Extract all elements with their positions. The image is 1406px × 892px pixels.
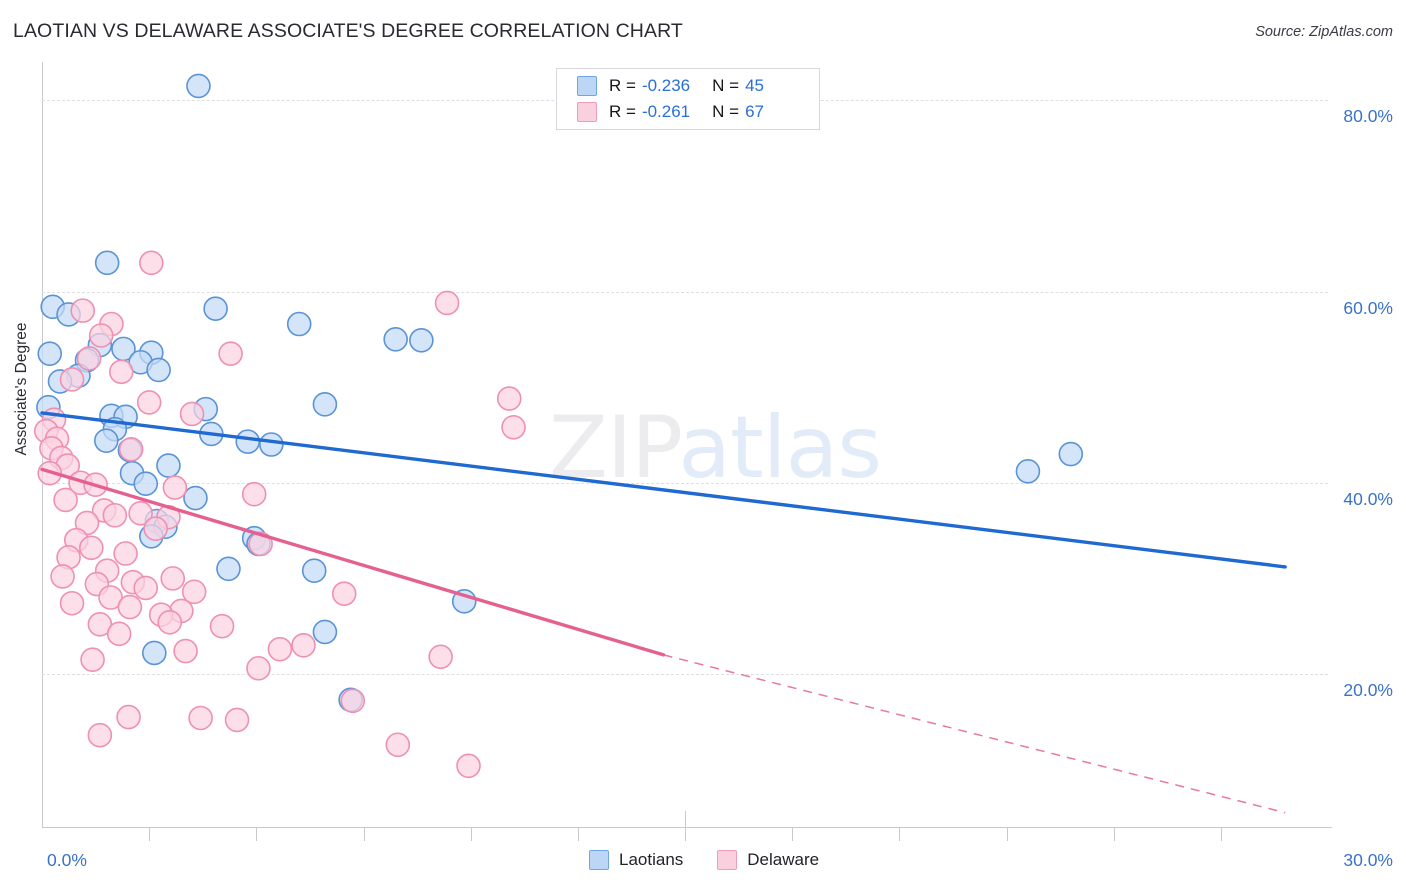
correlation-stats-box: R = -0.236 N = 45 R = -0.261 N = 67 (556, 68, 820, 130)
legend-swatch-delaware-icon (717, 850, 738, 870)
stats-r-value-delaware: -0.261 (641, 102, 691, 121)
stats-n-value-delaware: 67 (745, 102, 764, 121)
x-axis-tick-10 (1113, 827, 1115, 841)
legend-label-laotians: Laotians (619, 850, 684, 869)
x-axis-tick-8 (899, 827, 901, 841)
x-axis-tick-11 (1220, 827, 1222, 841)
stats-n-key-delaware: N = (712, 102, 740, 121)
stats-r-key-laotians: R = (609, 76, 636, 95)
legend-label-delaware: Delaware (747, 850, 820, 869)
gridline-20 (42, 674, 1328, 675)
x-axis-tick-1 (149, 827, 151, 841)
legend-item-laotians[interactable]: Laotians (589, 850, 683, 870)
stats-n-key-laotians: N = (712, 76, 740, 95)
legend-swatch-laotians-icon (589, 850, 609, 870)
x-axis-min-label: 0.0% (47, 850, 87, 870)
stats-r-value-laotians: -0.236 (641, 76, 691, 95)
x-axis-max-label: 30.0% (1343, 850, 1393, 870)
y-axis-tick-20: 20.0% (1343, 680, 1393, 700)
swatch-laotians-icon (577, 76, 597, 96)
stats-r-key-delaware: R = (609, 102, 636, 121)
series-legend: Laotians Delaware (589, 850, 819, 870)
x-axis-tick-2 (256, 827, 258, 841)
x-axis-line (42, 827, 1332, 828)
swatch-delaware-icon (577, 102, 597, 122)
x-axis-tick-5 (577, 827, 579, 841)
plot-area (42, 62, 1328, 827)
legend-item-delaware[interactable]: Delaware (717, 850, 819, 870)
y-axis-tick-60: 60.0% (1343, 297, 1393, 318)
gridline-60 (42, 291, 1328, 293)
y-axis-title: Associate's Degree (13, 322, 30, 456)
source-label: Source: ZipAtlas.com (1255, 24, 1393, 40)
x-axis-tick-7 (792, 827, 794, 841)
x-axis-tick-4 (470, 827, 472, 841)
y-axis-tick-40: 40.0% (1343, 488, 1393, 509)
stats-n-value-laotians: 45 (745, 76, 764, 95)
page-title: LAOTIAN VS DELAWARE ASSOCIATE'S DEGREE C… (13, 20, 683, 42)
x-axis-tick-3 (363, 827, 365, 841)
x-axis-tick-9 (1006, 827, 1008, 841)
x-axis-tick-6 (685, 811, 686, 841)
gridline-40 (42, 482, 1328, 484)
stats-row-delaware: R = -0.261 N = 67 (577, 99, 764, 125)
y-axis-tick-80: 80.0% (1343, 106, 1393, 127)
stats-row-laotians: R = -0.236 N = 45 (577, 73, 764, 99)
